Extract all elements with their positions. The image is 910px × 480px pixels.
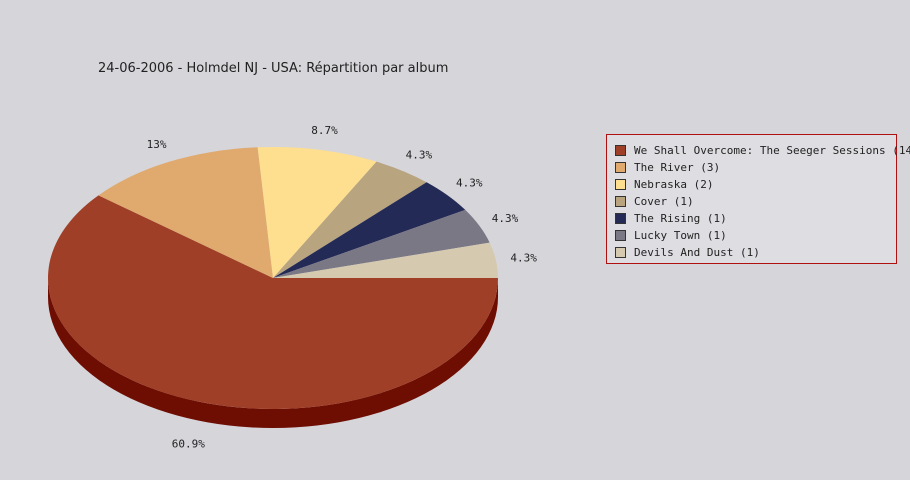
legend-item: Nebraska (2) [615, 176, 896, 193]
legend-swatch [615, 145, 626, 156]
pie-labels: 60.9% 13% 8.7% 4.3% 4.3% 4.3% 4.3% [147, 124, 538, 450]
pie-label-the-rising: 4.3% [456, 177, 483, 190]
legend-label: Lucky Town (1) [634, 229, 727, 242]
pie-label-cover: 4.3% [406, 149, 433, 162]
legend-item: Cover (1) [615, 193, 896, 210]
legend-item: Lucky Town (1) [615, 227, 896, 244]
legend-label: We Shall Overcome: The Seeger Sessions (… [634, 144, 910, 157]
pie-top [48, 146, 499, 410]
pie-label-we-shall-overcome-the-seeger-sessions: 60.9% [172, 437, 205, 450]
legend-item: Devils And Dust (1) [615, 244, 896, 261]
legend-swatch [615, 179, 626, 190]
pie-slice-devils-and-dust [273, 242, 498, 278]
legend-label: The River (3) [634, 161, 721, 174]
pie-label-devils-and-dust: 4.3% [510, 251, 537, 264]
pie-slice-we-shall-overcome-the-seeger-sessions [48, 195, 499, 410]
pie-label-nebraska: 8.7% [311, 124, 338, 137]
legend-item: The Rising (1) [615, 210, 896, 227]
legend-label: Nebraska (2) [634, 178, 714, 191]
legend-swatch [615, 196, 626, 207]
pie-slice-lucky-town [273, 209, 490, 278]
pie-label-the-river: 13% [147, 138, 167, 151]
legend-swatch [615, 162, 626, 173]
legend-label: Cover (1) [634, 195, 694, 208]
chart-title: 24-06-2006 - Holmdel NJ - USA: Répartiti… [98, 61, 449, 76]
pie-label-lucky-town: 4.3% [492, 212, 519, 225]
pie-slice-the-river [98, 147, 273, 278]
legend-label: Devils And Dust (1) [634, 246, 760, 259]
pie-slice-cover [273, 161, 427, 278]
legend-swatch [615, 213, 626, 224]
legend-label: The Rising (1) [634, 212, 727, 225]
pie-slice-nebraska [257, 146, 377, 278]
legend-swatch [615, 247, 626, 258]
legend-item: We Shall Overcome: The Seeger Sessions (… [615, 142, 910, 159]
legend-item: The River (3) [615, 159, 896, 176]
pie-slice-the-rising [273, 182, 466, 278]
legend: We Shall Overcome: The Seeger Sessions (… [606, 134, 910, 264]
legend-swatch [615, 230, 626, 241]
